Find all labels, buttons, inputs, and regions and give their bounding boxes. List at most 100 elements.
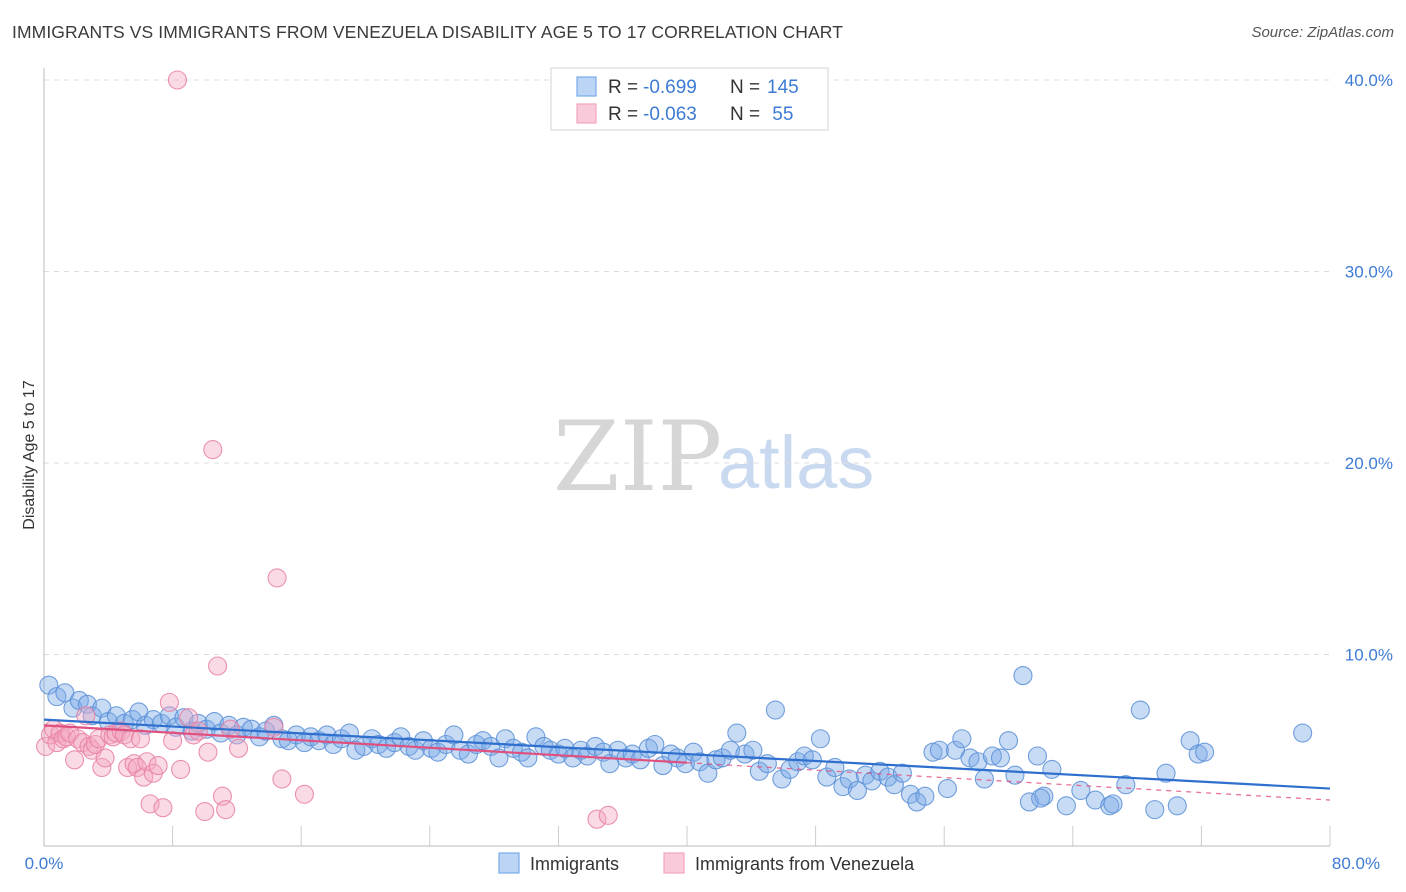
data-point bbox=[1145, 800, 1165, 820]
data-point bbox=[204, 711, 224, 732]
data-point bbox=[1042, 759, 1062, 779]
data-point bbox=[929, 740, 949, 760]
axes bbox=[43, 68, 1330, 847]
legend-swatch-venezuela bbox=[576, 103, 597, 124]
legend-r-label: R = bbox=[608, 104, 643, 125]
data-point bbox=[195, 801, 215, 822]
data-point bbox=[159, 692, 179, 712]
y-tick-label: 20.0% bbox=[1345, 454, 1393, 473]
data-point bbox=[294, 784, 314, 804]
data-point bbox=[765, 700, 785, 720]
stats-legend: R = -0.699 N = 145 R = -0.063 N = 55 bbox=[550, 67, 829, 131]
trend-line-venezuela-extension bbox=[686, 762, 1331, 801]
legend-item-immigrants: Immigrants bbox=[530, 854, 619, 874]
x-tick-label-min: 0.0% bbox=[25, 854, 64, 873]
data-point bbox=[134, 767, 154, 787]
data-point bbox=[1071, 780, 1091, 801]
data-point bbox=[1019, 792, 1039, 812]
data-point bbox=[1293, 723, 1313, 743]
data-point bbox=[982, 746, 1002, 766]
data-point bbox=[198, 742, 218, 762]
y-axis-label: Disability Age 5 to 17 bbox=[21, 380, 38, 530]
data-point bbox=[1100, 796, 1120, 816]
data-point bbox=[833, 777, 853, 797]
x-tick-label-max: 80.0% bbox=[1332, 854, 1380, 873]
data-point bbox=[518, 748, 538, 768]
trend-lines bbox=[43, 718, 1331, 801]
data-point bbox=[272, 769, 292, 789]
data-point bbox=[598, 805, 618, 825]
data-point bbox=[923, 742, 943, 762]
data-point bbox=[810, 729, 830, 749]
data-point bbox=[587, 809, 607, 829]
data-point bbox=[998, 731, 1019, 751]
legend-n-label: N = bbox=[730, 104, 765, 125]
series-venezuela bbox=[36, 70, 618, 829]
data-point bbox=[228, 738, 249, 758]
legend-n-value: 55 bbox=[767, 104, 793, 125]
data-point bbox=[878, 767, 898, 787]
legend-n-value: 145 bbox=[767, 77, 799, 98]
data-point bbox=[267, 568, 287, 588]
data-point bbox=[1130, 700, 1150, 720]
data-point bbox=[817, 767, 837, 787]
data-point bbox=[1167, 796, 1187, 816]
data-point bbox=[79, 736, 99, 756]
data-point bbox=[171, 759, 191, 779]
data-point bbox=[847, 780, 867, 801]
data-point bbox=[645, 734, 665, 755]
data-point bbox=[130, 729, 150, 749]
data-point bbox=[1027, 746, 1047, 766]
x-tick-labels: 0.0% 80.0% bbox=[25, 854, 1380, 873]
data-point bbox=[727, 723, 747, 743]
y-tick-label: 10.0% bbox=[1345, 646, 1393, 665]
data-point bbox=[1116, 775, 1136, 795]
data-point bbox=[64, 750, 85, 770]
source-credit: Source: ZipAtlas.com bbox=[1251, 24, 1394, 41]
y-tick-labels: 10.0% 20.0% 30.0% 40.0% bbox=[1345, 71, 1393, 665]
data-point bbox=[85, 734, 105, 755]
data-point bbox=[89, 729, 109, 749]
data-point bbox=[1156, 763, 1176, 783]
data-point bbox=[937, 778, 957, 799]
legend-item-venezuela: Immigrants from Venezuela bbox=[695, 854, 915, 874]
legend-item-immigrants-swatch bbox=[498, 852, 520, 874]
data-point bbox=[884, 775, 904, 795]
data-point bbox=[188, 721, 208, 741]
data-point bbox=[839, 769, 859, 789]
data-point bbox=[153, 798, 173, 818]
trend-line-venezuela bbox=[43, 724, 688, 764]
data-point bbox=[772, 769, 792, 789]
data-point bbox=[1195, 742, 1215, 762]
data-point bbox=[148, 756, 168, 776]
y-tick-label: 40.0% bbox=[1345, 71, 1393, 90]
legend-item-venezuela-swatch bbox=[663, 852, 685, 874]
data-point bbox=[489, 748, 509, 768]
data-point bbox=[216, 800, 236, 820]
data-point bbox=[915, 786, 935, 806]
data-point bbox=[690, 752, 710, 772]
data-point bbox=[163, 731, 183, 751]
data-point bbox=[140, 794, 160, 814]
data-point bbox=[1034, 786, 1054, 806]
data-point bbox=[900, 784, 920, 804]
data-point bbox=[39, 675, 59, 695]
data-point bbox=[1013, 666, 1033, 686]
legend-n-label: N = bbox=[730, 77, 765, 98]
data-point bbox=[159, 706, 179, 726]
watermark-zip: ZIP bbox=[553, 401, 722, 513]
data-point bbox=[990, 748, 1011, 768]
legend-r-label: R = bbox=[608, 77, 643, 98]
y-tick-label: 30.0% bbox=[1345, 263, 1393, 282]
data-point bbox=[1031, 788, 1051, 808]
data-point bbox=[106, 706, 126, 726]
data-point bbox=[208, 656, 228, 676]
data-point bbox=[743, 740, 763, 760]
data-point bbox=[1103, 794, 1123, 814]
data-point bbox=[720, 740, 740, 760]
data-point bbox=[862, 771, 882, 791]
data-point bbox=[264, 717, 284, 737]
data-point bbox=[167, 70, 187, 90]
data-point bbox=[76, 706, 96, 726]
